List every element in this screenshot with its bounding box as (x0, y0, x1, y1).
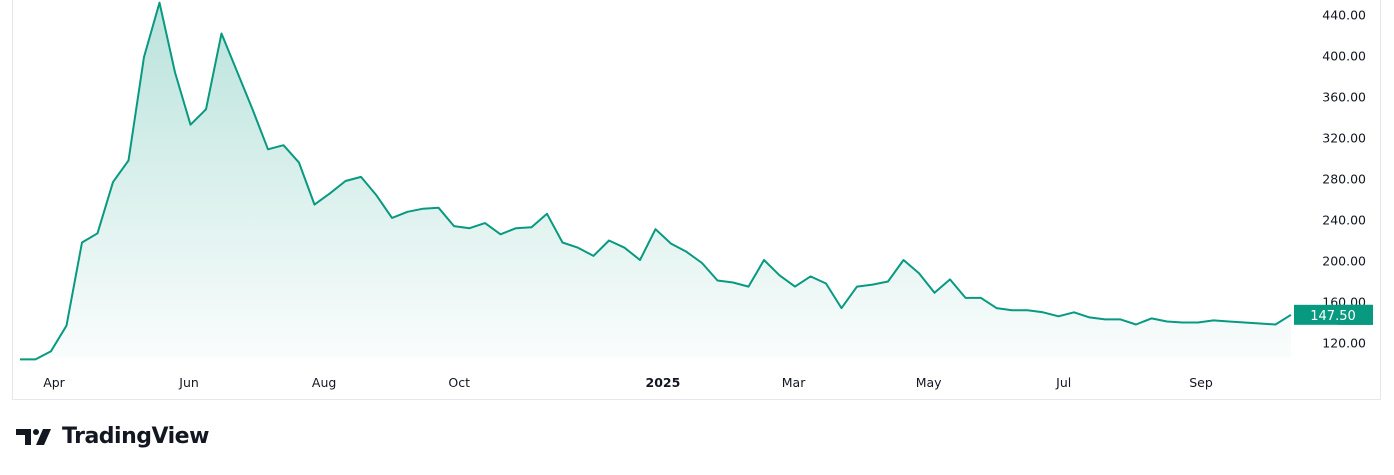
x-tick-label: Jun (178, 375, 199, 390)
x-tick-label: Mar (782, 375, 806, 390)
tradingview-logo[interactable]: TradingView (16, 424, 209, 449)
x-tick-label: Apr (43, 375, 65, 390)
y-tick-label: 200.00 (1322, 254, 1366, 269)
y-tick-label: 120.00 (1322, 336, 1366, 351)
chart-frame (12, 0, 1381, 400)
y-tick-label: 240.00 (1322, 213, 1366, 228)
price-chart[interactable]: 120.00160.00200.00240.00280.00320.00360.… (0, 0, 1394, 400)
y-tick-label: 280.00 (1322, 172, 1366, 187)
y-tick-label: 400.00 (1322, 49, 1366, 64)
x-tick-label: Oct (448, 375, 470, 390)
x-tick-label: Sep (1189, 375, 1213, 390)
x-tick-label: Jul (1055, 375, 1071, 390)
price-line (20, 1, 1292, 361)
price-area-fill (20, 2, 1291, 360)
last-price-badge: 147.50 (1294, 304, 1373, 325)
last-price-label: 147.50 (1310, 309, 1356, 324)
tradingview-wordmark: TradingView (62, 424, 209, 449)
x-tick-label: May (916, 375, 942, 390)
x-tick-label: 2025 (646, 375, 681, 390)
y-tick-label: 360.00 (1322, 90, 1366, 105)
y-tick-label: 320.00 (1322, 131, 1366, 146)
y-tick-label: 440.00 (1322, 8, 1366, 23)
tradingview-logo-icon (16, 428, 51, 445)
x-tick-label: Aug (312, 375, 336, 390)
